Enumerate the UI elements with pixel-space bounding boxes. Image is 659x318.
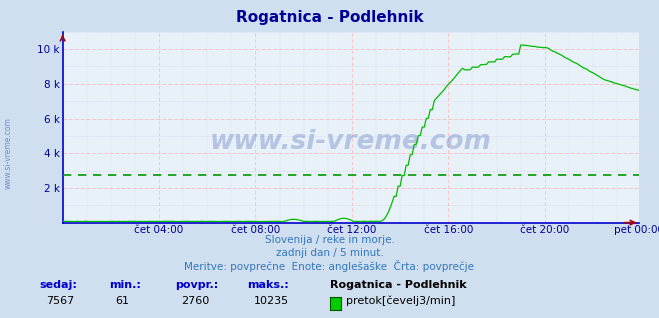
Text: 61: 61 [115,295,129,306]
Text: maks.:: maks.: [247,280,289,290]
Text: www.si-vreme.com: www.si-vreme.com [3,117,13,189]
Text: pretok[čevelj3/min]: pretok[čevelj3/min] [346,295,455,306]
Text: Slovenija / reke in morje.: Slovenija / reke in morje. [264,235,395,245]
Text: Rogatnica - Podlehnik: Rogatnica - Podlehnik [236,10,423,25]
Text: www.si-vreme.com: www.si-vreme.com [210,129,492,156]
Text: povpr.:: povpr.: [175,280,218,290]
Text: Rogatnica - Podlehnik: Rogatnica - Podlehnik [330,280,466,290]
Text: min.:: min.: [109,280,140,290]
Text: 7567: 7567 [46,295,74,306]
Text: Meritve: povprečne  Enote: anglešaške  Črta: povprečje: Meritve: povprečne Enote: anglešaške Črt… [185,259,474,272]
Text: zadnji dan / 5 minut.: zadnji dan / 5 minut. [275,248,384,258]
Text: sedaj:: sedaj: [40,280,77,290]
Text: 10235: 10235 [254,295,289,306]
Text: 2760: 2760 [181,295,210,306]
